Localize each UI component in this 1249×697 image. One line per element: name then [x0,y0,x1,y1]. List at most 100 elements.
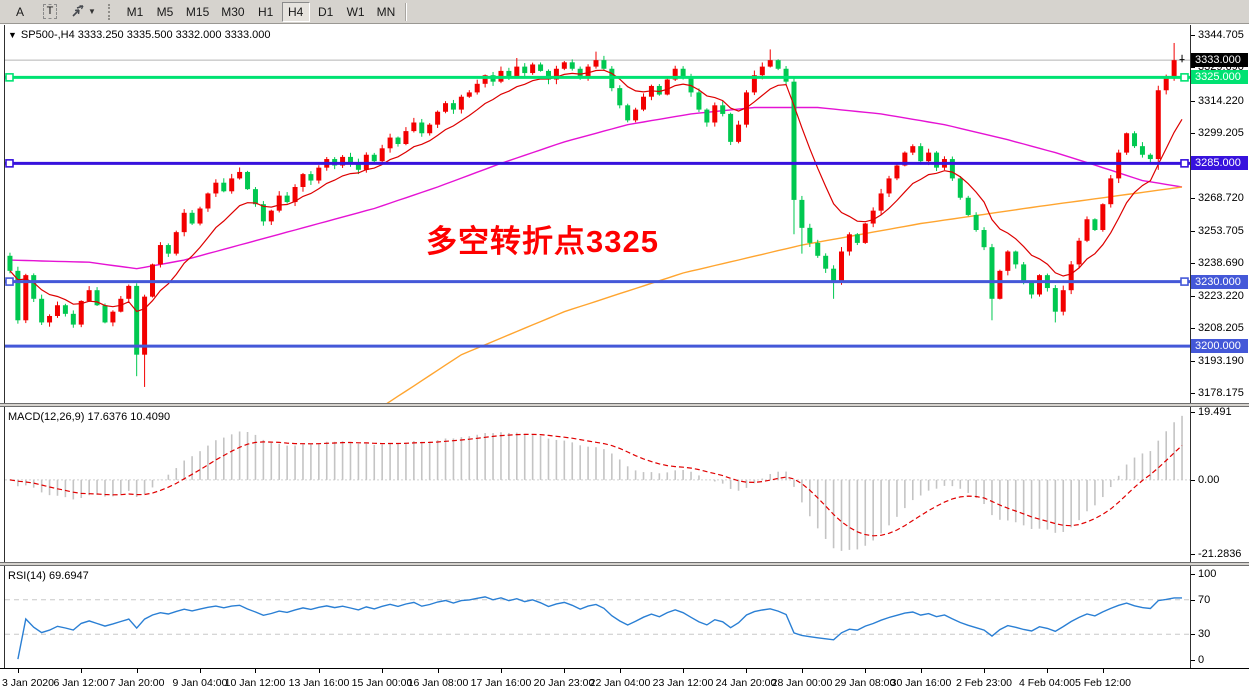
price-badge: 3230.000 [1191,275,1248,289]
date-tick [137,669,138,673]
rsi-label: RSI(14) 69.6947 [8,570,89,582]
rsi-tick [1191,660,1195,661]
collapse-icon[interactable]: ▼ [8,30,17,40]
toolbar: A T ▼ M1 M5 M15 M30 H1 H4 D1 W1 MN [0,0,1249,24]
tf-button-m1[interactable]: M1 [126,4,144,19]
arrow-objects-button[interactable]: ▼ [66,2,101,22]
date-tick [620,669,621,673]
date-tick [501,669,502,673]
medium-ma-line [9,106,1183,270]
tf-button-h4[interactable]: H4 [281,1,310,22]
price-badge: 3200.000 [1191,339,1248,353]
chart-title: ▼ SP500-,H4 3333.250 3335.500 3332.000 33… [8,29,270,41]
tf-button-m5[interactable]: M5 [156,4,174,19]
date-label: 10 Jan 12:00 [224,677,286,689]
tf-button-w1[interactable]: W1 [346,4,365,19]
date-tick [255,669,256,673]
tf-button-m30[interactable]: M30 [221,4,245,19]
tf-button-mn[interactable]: MN [376,4,396,19]
toolbar-grip[interactable] [107,3,113,20]
price-tick-label: 3223.220 [1198,290,1244,302]
price-tick-label: 3253.705 [1198,225,1244,237]
date-tick [1047,669,1048,673]
rsi-axis[interactable]: 100 70 30 0 [1191,566,1249,668]
line-handle[interactable] [1180,73,1189,82]
date-tick [564,669,565,673]
text-tool-label: A [15,4,24,19]
macd-values: 17.6376 10.4090 [87,411,171,423]
price-tick-label: 3178.175 [1198,387,1244,399]
rsi-tick-label: 0 [1198,654,1205,666]
date-tick [319,669,320,673]
macd-tick-label: -21.2836 [1198,548,1242,560]
date-tick [382,669,383,673]
tf-button-h1[interactable]: H1 [257,4,274,19]
date-tick [746,669,747,673]
chart-text-annotation[interactable]: 多空转折点3325 [426,224,659,259]
rsi-panel: RSI(14) 69.6947 100 70 30 0 [0,566,1249,668]
date-tick [438,669,439,673]
price-tick-label: 3238.690 [1198,257,1244,269]
price-axis[interactable]: 3344.705 3329.690 3314.220 3299.205 3268.720… [1191,25,1249,403]
textbox-tool-label: T [42,4,58,19]
price-badge: 3285.000 [1191,156,1248,170]
macd-tick-label: 0.00 [1198,474,1220,486]
slow-ma-line [386,186,1183,403]
macd-frame [4,407,1191,562]
line-handle[interactable] [5,159,14,168]
rsi-plot-area[interactable] [5,566,1190,668]
panel-splitter[interactable] [0,403,1249,407]
macd-tick-label: 19.491 [1198,406,1232,418]
tf-button-d1[interactable]: D1 [317,4,334,19]
date-tick [984,669,985,673]
macd-axis[interactable]: 19.491 0.00 -21.2836 [1191,406,1249,562]
date-label: 3 Jan 2020 [2,677,54,689]
price-tick [1191,393,1195,394]
text-tool-button[interactable]: A [6,2,34,22]
date-label: 22 Jan 04:00 [589,677,651,689]
rsi-value: 69.6947 [48,570,89,582]
date-label: 5 Feb 12:00 [1074,677,1132,689]
date-tick [18,669,19,673]
rsi-tick-label: 30 [1198,628,1211,640]
line-handle[interactable] [5,73,14,82]
date-axis[interactable]: 3 Jan 2020 6 Jan 12:00 7 Jan 20:00 9 Jan 04… [0,668,1249,697]
date-label: 4 Feb 04:00 [1018,677,1076,689]
line-handle[interactable] [1180,159,1189,168]
macd-tick [1191,554,1195,555]
line-handle[interactable] [1180,277,1189,286]
date-label: 17 Jan 16:00 [470,677,532,689]
price-tick [1191,263,1195,264]
chart-frame [4,25,1191,403]
date-label: 28 Jan 00:00 [771,677,833,689]
date-tick [865,669,866,673]
panel-splitter[interactable] [0,562,1249,566]
chart-title-text: SP500-,H4 3333.250 3335.500 3332.000 333… [20,29,271,41]
macd-tick [1191,412,1195,413]
textbox-tool-button[interactable]: T [36,2,64,22]
price-tick-label: 3208.205 [1198,322,1244,334]
price-tick [1191,133,1195,134]
fast-ma-line [9,69,1183,313]
rsi-name: RSI(14) [8,570,46,582]
rsi-tick-label: 100 [1198,568,1217,580]
rsi-frame [4,566,1191,668]
price-tick [1191,361,1195,362]
line-handle[interactable] [5,277,14,286]
price-plot-area[interactable] [5,25,1190,403]
price-tick [1191,231,1195,232]
tf-button-m15[interactable]: M15 [185,4,210,19]
macd-plot-area[interactable] [5,407,1190,562]
price-tick-label: 3193.190 [1198,355,1244,367]
dropdown-caret-icon: ▼ [88,7,96,16]
rsi-tick [1191,634,1195,635]
price-tick [1191,101,1195,102]
macd-histogram [17,415,1183,551]
date-label: 29 Jan 08:00 [834,677,896,689]
date-label: 15 Jan 00:00 [351,677,413,689]
date-label: 2 Feb 23:00 [955,677,1013,689]
price-badge: 3333.000 [1191,53,1248,67]
macd-label: MACD(12,26,9) 17.6376 10.4090 [8,411,170,423]
price-tick [1191,198,1195,199]
